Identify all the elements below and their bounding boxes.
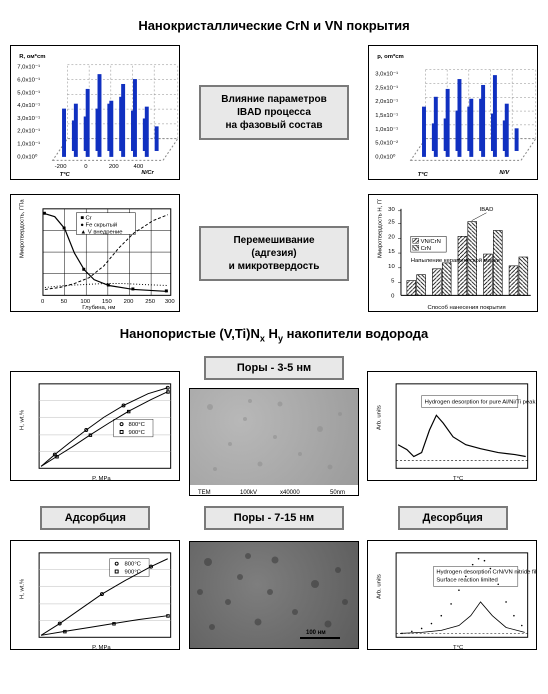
chart-crn-ylabel: R, ом*cm (19, 54, 45, 60)
svg-text:300: 300 (165, 299, 176, 305)
svg-text:3,0x10⁻¹: 3,0x10⁻¹ (17, 116, 40, 122)
ibad-params-box: Влияние параметровIBAD процессана фазовы… (199, 85, 349, 140)
svg-text:10: 10 (388, 264, 395, 270)
svg-text:400: 400 (133, 164, 144, 170)
depth-ylabel: Микротвердость, ГПа (19, 199, 25, 258)
svg-text:1,0x10⁻¹: 1,0x10⁻¹ (375, 127, 398, 133)
svg-text:250: 250 (145, 299, 156, 305)
des1-note: Hydrogen desorption for pure Al/Ni/Ti pe… (425, 399, 536, 405)
svg-text:100kV: 100kV (240, 490, 257, 496)
svg-text:5,0x10⁻²: 5,0x10⁻² (375, 141, 398, 147)
svg-text:800°C: 800°C (128, 422, 145, 428)
row-bottom-2: 800°C 900°C P, MPa H, wt.% (10, 540, 538, 650)
pores-2-box: Поры - 7-15 нм (204, 506, 344, 530)
svg-text:● Fe скрытый: ● Fe скрытый (80, 222, 117, 229)
micrograph-2: 100 нм (189, 541, 359, 649)
hardness-ylabel: Микротвердость H, ГПа (377, 199, 383, 258)
chart-microhardness-bars: 051015202530 VN/CrN CrN Напыление керами… (368, 194, 538, 312)
des2-note1: Hydrogen desorption CrN/VN nitride film (437, 569, 538, 575)
mixing-hardness-box: Перемешивание(адгезия)и микротвердость (199, 226, 349, 281)
chart-crn-xr: N/Cr (141, 170, 154, 176)
row-bottom-1: 800°C 900°C P, MPa H, wt.% Поры - 3-5 нм (10, 356, 538, 496)
chart-desorption-1: Hydrogen desorption for pure Al/Ni/Ti pe… (367, 371, 537, 481)
ads2-xlabel: P, MPa (92, 645, 111, 650)
svg-text:150: 150 (102, 299, 113, 305)
ibad-label: IBAD (480, 207, 494, 213)
adsorption-label: Адсорбция (40, 506, 150, 530)
svg-text:0: 0 (41, 299, 45, 305)
svg-text:2,0x10⁻¹: 2,0x10⁻¹ (17, 129, 40, 135)
des2-xlabel: T°C (453, 645, 464, 650)
svg-text:5: 5 (391, 279, 395, 285)
svg-text:3,0x10⁻¹: 3,0x10⁻¹ (375, 72, 398, 78)
svg-text:-200: -200 (55, 164, 68, 170)
chart-vn-ylabel: p, om*cm (377, 54, 404, 60)
chart-desorption-2: Hydrogen desorption CrN/VN nitride film … (367, 540, 537, 650)
chart-vn-3d: p, om*cm 0,0x10⁰ 5,0x10⁻² 1,0x10⁻¹ 1,5x10⁻… (368, 45, 538, 180)
svg-text:1,0x10⁻¹: 1,0x10⁻¹ (17, 142, 40, 148)
chart-crn-xl: T°C (60, 172, 71, 178)
row-labels: Адсорбция Поры - 7-15 нм Десорбция (10, 506, 538, 530)
hardness-xlabel: Способ нанесения покрытия (428, 305, 506, 311)
svg-text:VN/CrN: VN/CrN (421, 239, 441, 245)
svg-text:0,0x10⁰: 0,0x10⁰ (17, 153, 38, 160)
svg-text:5,0x10⁻¹: 5,0x10⁻¹ (17, 90, 40, 96)
section1-title: Нанокристаллические CrN и VN покрытия (10, 18, 538, 33)
svg-text:0: 0 (391, 293, 395, 299)
svg-text:20: 20 (388, 234, 395, 240)
svg-text:50nm: 50nm (330, 490, 345, 496)
mixing-hardness-text: Перемешивание(адгезия)и микротвердость (229, 235, 320, 272)
svg-text:800°C: 800°C (125, 561, 142, 567)
mg2-scale: 100 нм (306, 630, 326, 636)
svg-text:6,0x10⁻¹: 6,0x10⁻¹ (17, 78, 40, 84)
svg-text:▲ V внедрение: ▲ V внедрение (80, 229, 122, 235)
chart-crn-3d: R, ом*cm 0,0x10⁰ 1,0x10⁻¹ 2,0x10⁻¹ 3,0x1… (10, 45, 180, 180)
ibad-params-text: Влияние параметровIBAD процессана фазовы… (221, 94, 326, 131)
svg-text:2,0x10⁻¹: 2,0x10⁻¹ (375, 99, 398, 105)
pores-1-box: Поры - 3-5 нм (204, 356, 344, 380)
ads2-ylabel: H, wt.% (19, 578, 25, 599)
svg-text:100: 100 (80, 299, 91, 305)
desorption-label: Десорбция (398, 506, 508, 530)
des2-ylabel: Arb. units (377, 574, 383, 599)
svg-text:200: 200 (109, 164, 120, 170)
svg-text:0: 0 (84, 164, 88, 170)
des1-ylabel: Arb. units (377, 405, 383, 430)
des1-xlabel: T°C (453, 476, 464, 481)
svg-text:0,0x10⁰: 0,0x10⁰ (375, 153, 396, 160)
svg-text:15: 15 (388, 249, 395, 255)
row-top: R, ом*cm 0,0x10⁰ 1,0x10⁻¹ 2,0x10⁻¹ 3,0x1… (10, 45, 538, 180)
chart-adsorption-2: 800°C 900°C P, MPa H, wt.% (10, 540, 180, 650)
chart-adsorption-1: 800°C 900°C P, MPa H, wt.% (10, 371, 180, 481)
svg-text:x40000: x40000 (280, 490, 300, 496)
chart-depth-profile: ■ Cr ● Fe скрытый ▲ V внедрение Глубина,… (10, 194, 180, 312)
row-mid: ■ Cr ● Fe скрытый ▲ V внедрение Глубина,… (10, 194, 538, 312)
svg-text:1,5x10⁻¹: 1,5x10⁻¹ (375, 113, 398, 119)
svg-text:CrN: CrN (421, 246, 431, 252)
depth-xlabel: Глубина, нм (82, 305, 115, 311)
micrograph-1: TEM 100kV x40000 50nm (189, 388, 359, 496)
des2-note2: Surface reaction limited (437, 577, 498, 583)
svg-text:■ Cr: ■ Cr (80, 216, 91, 222)
svg-text:TEM: TEM (198, 490, 211, 496)
svg-text:4,0x10⁻¹: 4,0x10⁻¹ (17, 103, 40, 109)
section2-title: Нанопористые (V,Ti)Nx Hy накопители водо… (10, 326, 538, 344)
chart-vn-xr: N/V (499, 170, 510, 176)
svg-text:30: 30 (388, 207, 395, 213)
svg-text:2,5x10⁻¹: 2,5x10⁻¹ (375, 85, 398, 91)
svg-text:50: 50 (61, 299, 68, 305)
svg-text:7,0x10⁻¹: 7,0x10⁻¹ (17, 65, 40, 71)
svg-text:200: 200 (124, 299, 135, 305)
svg-text:25: 25 (388, 220, 395, 226)
svg-text:900°C: 900°C (128, 430, 145, 436)
chart-vn-xl: T°C (418, 172, 429, 178)
ads1-xlabel: P, MPa (92, 476, 111, 481)
ads1-ylabel: H, wt.% (19, 409, 25, 430)
